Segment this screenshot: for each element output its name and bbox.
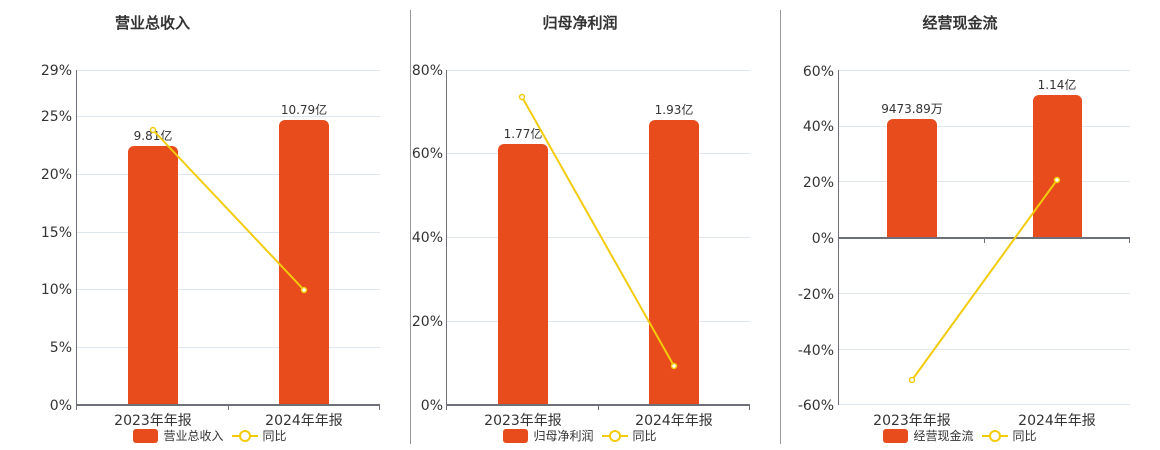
y-tick: 40%	[803, 119, 834, 135]
y-tick: 60%	[803, 64, 834, 80]
chart-title: 营业总收入	[114, 14, 190, 32]
x-tick: 2024年年报	[1018, 413, 1096, 429]
bar-label: 1.14亿	[1038, 77, 1077, 92]
gridlines	[446, 70, 750, 322]
y-tick: 20%	[803, 175, 834, 191]
legend-line-label[interactable]: 同比	[1012, 429, 1037, 443]
x-axis-ticks	[76, 405, 380, 410]
y-tick: 29%	[41, 63, 72, 79]
chart-panel-operating-cashflow: 经营现金流 60% 40% 20% 0% -20% -40% -60%	[780, 0, 1160, 450]
bar-2023[interactable]	[128, 146, 178, 405]
y-axis-labels: 60% 40% 20% 0% -20% -40% -60%	[798, 64, 834, 414]
legend-line-label[interactable]: 同比	[632, 429, 657, 443]
y-axis-labels: 80% 60% 40% 20% 0%	[412, 63, 443, 414]
x-axis-labels: 2023年年报 2024年年报	[114, 413, 343, 429]
yoy-point[interactable]	[300, 286, 308, 294]
yoy-point[interactable]	[908, 376, 916, 384]
x-tick: 2024年年报	[635, 413, 713, 429]
chart-panel-net-profit: 归母净利润 80% 60% 40% 20% 0% 1.77亿 1.93亿	[410, 0, 780, 450]
divider	[780, 10, 781, 444]
y-tick: -40%	[798, 343, 834, 359]
x-tick: 2024年年报	[265, 413, 343, 429]
y-tick: 20%	[41, 167, 72, 183]
chart-panel-revenue: 营业总收入 29% 25% 20% 15% 10% 5% 0%	[0, 0, 410, 450]
legend-bar-label[interactable]: 经营现金流	[913, 429, 974, 443]
yoy-line	[521, 96, 675, 367]
y-tick: 5%	[50, 340, 72, 356]
bar-label: 9473.89万	[881, 102, 943, 116]
y-tick: 80%	[412, 63, 443, 79]
chart-title: 归母净利润	[542, 14, 618, 32]
chart-plot: 29% 25% 20% 15% 10% 5% 0% 9.81亿 10.79亿 2…	[41, 63, 380, 429]
y-tick: -60%	[798, 398, 834, 414]
legend: 经营现金流 同比	[780, 427, 1140, 444]
bar-2024[interactable]	[1033, 95, 1082, 238]
y-tick: 10%	[41, 282, 72, 298]
x-axis-labels: 2023年年报 2024年年报	[873, 413, 1096, 429]
bar-2024[interactable]	[649, 120, 699, 405]
y-tick: 0%	[50, 398, 72, 414]
bar-labels: 9.81亿 10.79亿	[134, 102, 328, 143]
y-tick: -20%	[798, 287, 834, 303]
bar-labels: 9473.89万 1.14亿	[881, 77, 1076, 116]
chart-title: 经营现金流	[922, 14, 998, 32]
y-axis-labels: 29% 25% 20% 15% 10% 5% 0%	[41, 63, 72, 414]
x-axis-labels: 2023年年报 2024年年报	[484, 413, 713, 429]
legend-line-icon[interactable]	[231, 429, 258, 443]
bar-2024[interactable]	[279, 120, 329, 405]
yoy-line	[152, 129, 305, 291]
x-tick: 2023年年报	[873, 413, 951, 429]
chart-plot: 60% 40% 20% 0% -20% -40% -60% 9473.89万 1…	[798, 64, 1130, 429]
legend: 归母净利润 同比	[410, 427, 750, 444]
x-axis-ticks	[446, 405, 750, 410]
legend-line-icon[interactable]	[601, 429, 628, 443]
x-tick: 2023年年报	[484, 413, 562, 429]
legend-bar-label[interactable]: 归母净利润	[533, 429, 594, 443]
y-tick: 0%	[812, 231, 834, 247]
gridlines	[76, 70, 380, 348]
divider	[410, 10, 411, 444]
bar-labels: 1.77亿 1.93亿	[504, 102, 694, 141]
bar-label: 1.93亿	[655, 102, 694, 117]
bar-2023[interactable]	[498, 144, 548, 405]
legend-line-icon[interactable]	[981, 429, 1008, 443]
legend: 营业总收入 同比	[0, 427, 420, 444]
x-tick: 2023年年报	[114, 413, 192, 429]
y-tick: 25%	[41, 109, 72, 125]
y-tick: 20%	[412, 314, 443, 330]
yoy-point[interactable]	[149, 126, 157, 134]
legend-bar-swatch[interactable]	[133, 428, 159, 443]
yoy-point[interactable]	[670, 362, 678, 370]
y-tick: 60%	[412, 146, 443, 162]
legend-line-label[interactable]: 同比	[262, 429, 287, 443]
yoy-line	[911, 179, 1058, 381]
yoy-point[interactable]	[1053, 176, 1061, 184]
bar-label: 1.77亿	[504, 126, 543, 141]
legend-bar-swatch[interactable]	[883, 428, 909, 443]
bar-label: 10.79亿	[281, 102, 327, 117]
x-axis-ticks	[838, 238, 1130, 243]
bar-2023[interactable]	[887, 119, 937, 238]
y-tick: 0%	[421, 398, 443, 414]
chart-plot: 80% 60% 40% 20% 0% 1.77亿 1.93亿 2023年年报 2…	[412, 63, 750, 429]
yoy-point[interactable]	[518, 93, 526, 101]
legend-bar-swatch[interactable]	[503, 428, 529, 443]
y-tick: 40%	[412, 230, 443, 246]
legend-bar-label[interactable]: 营业总收入	[163, 429, 224, 443]
y-tick: 15%	[41, 225, 72, 241]
